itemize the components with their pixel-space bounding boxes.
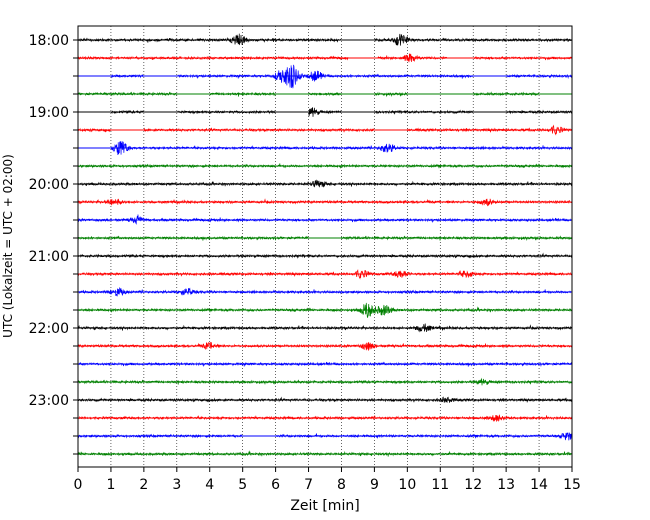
trace-signal (77, 33, 573, 46)
trace-2015 (78, 198, 573, 207)
trace-signal (77, 91, 540, 98)
x-tick-label-0: 0 (74, 477, 83, 493)
trace-signal (77, 53, 573, 63)
y-tick-label-1900: 19:00 (29, 105, 69, 121)
trace-signal (77, 287, 573, 297)
trace-2145 (77, 302, 573, 318)
x-tick-label-3: 3 (172, 477, 181, 493)
trace-signal (77, 414, 573, 422)
x-tick-label-9: 9 (370, 477, 379, 493)
x-axis: 0 1 2 3 4 5 6 7 8 9 10 11 12 13 14 15 (74, 467, 581, 493)
x-tick-label-2: 2 (139, 477, 148, 493)
trace-signal (77, 323, 573, 333)
x-tick-label-4: 4 (205, 477, 214, 493)
trace-2000 (77, 179, 573, 188)
x-tick-label-13: 13 (497, 477, 515, 493)
x-tick-label-12: 12 (464, 477, 482, 493)
trace-1930 (78, 141, 573, 155)
trace-1915 (77, 124, 573, 136)
trace-1815 (77, 53, 573, 63)
x-tick-label-11: 11 (431, 477, 449, 493)
y-tick-label-2100: 21:00 (29, 249, 69, 265)
y-tick-label-2300: 23:00 (29, 393, 69, 409)
trace-2245 (77, 377, 573, 386)
y-tick-label-2200: 22:00 (29, 321, 69, 337)
trace-signal (77, 361, 573, 367)
trace-signal (77, 432, 573, 441)
trace-2100 (77, 252, 573, 259)
x-tick-label-15: 15 (563, 477, 581, 493)
trace-signal (77, 179, 573, 188)
trace-signal (77, 252, 573, 259)
trace-2215 (77, 341, 573, 351)
trace-signal (77, 302, 573, 318)
y-axis-title: UTC (Lokalzeit = UTC + 02:00) (1, 154, 15, 338)
trace-1945 (77, 163, 573, 169)
trace-signal (77, 396, 573, 403)
trace-signal (77, 377, 573, 386)
trace-signal (77, 341, 573, 351)
trace-2130 (77, 287, 573, 297)
trace-signal (77, 163, 573, 169)
trace-signal (77, 235, 573, 242)
trace-2300 (77, 396, 573, 403)
trace-signal (77, 124, 573, 136)
trace-2345 (77, 450, 573, 457)
trace-1845 (77, 91, 572, 98)
x-tick-label-8: 8 (337, 477, 346, 493)
x-tick-label-10: 10 (398, 477, 416, 493)
x-tick-label-7: 7 (304, 477, 313, 493)
x-tick-label-1: 1 (106, 477, 115, 493)
trace-1900 (78, 107, 573, 117)
y-axis: 18:00 19:00 20:00 21:00 22:00 23:00 (29, 33, 78, 455)
trace-1800 (77, 33, 573, 46)
y-tick-label-2000: 20:00 (29, 177, 69, 193)
trace-signal (77, 214, 573, 225)
x-tick-label-6: 6 (271, 477, 280, 493)
trace-signal (77, 269, 573, 280)
plot-frame (77, 25, 573, 468)
trace-signal (110, 141, 573, 155)
x-tick-label-14: 14 (530, 477, 548, 493)
trace-1830 (78, 64, 573, 89)
trace-signal (110, 107, 573, 117)
trace-2045 (77, 235, 573, 242)
x-tick-label-5: 5 (238, 477, 247, 493)
y-tick-label-1800: 18:00 (29, 33, 69, 49)
trace-signal (77, 450, 573, 457)
trace-2200 (77, 323, 573, 333)
trace-2030 (77, 214, 573, 225)
trace-2330 (77, 432, 573, 441)
trace-signal (111, 64, 573, 89)
trace-signal (78, 198, 573, 207)
trace-2230 (77, 361, 573, 367)
trace-2115 (77, 269, 573, 280)
trace-2315 (77, 414, 573, 422)
x-axis-title: Zeit [min] (290, 498, 359, 514)
trace-lines (77, 33, 573, 457)
